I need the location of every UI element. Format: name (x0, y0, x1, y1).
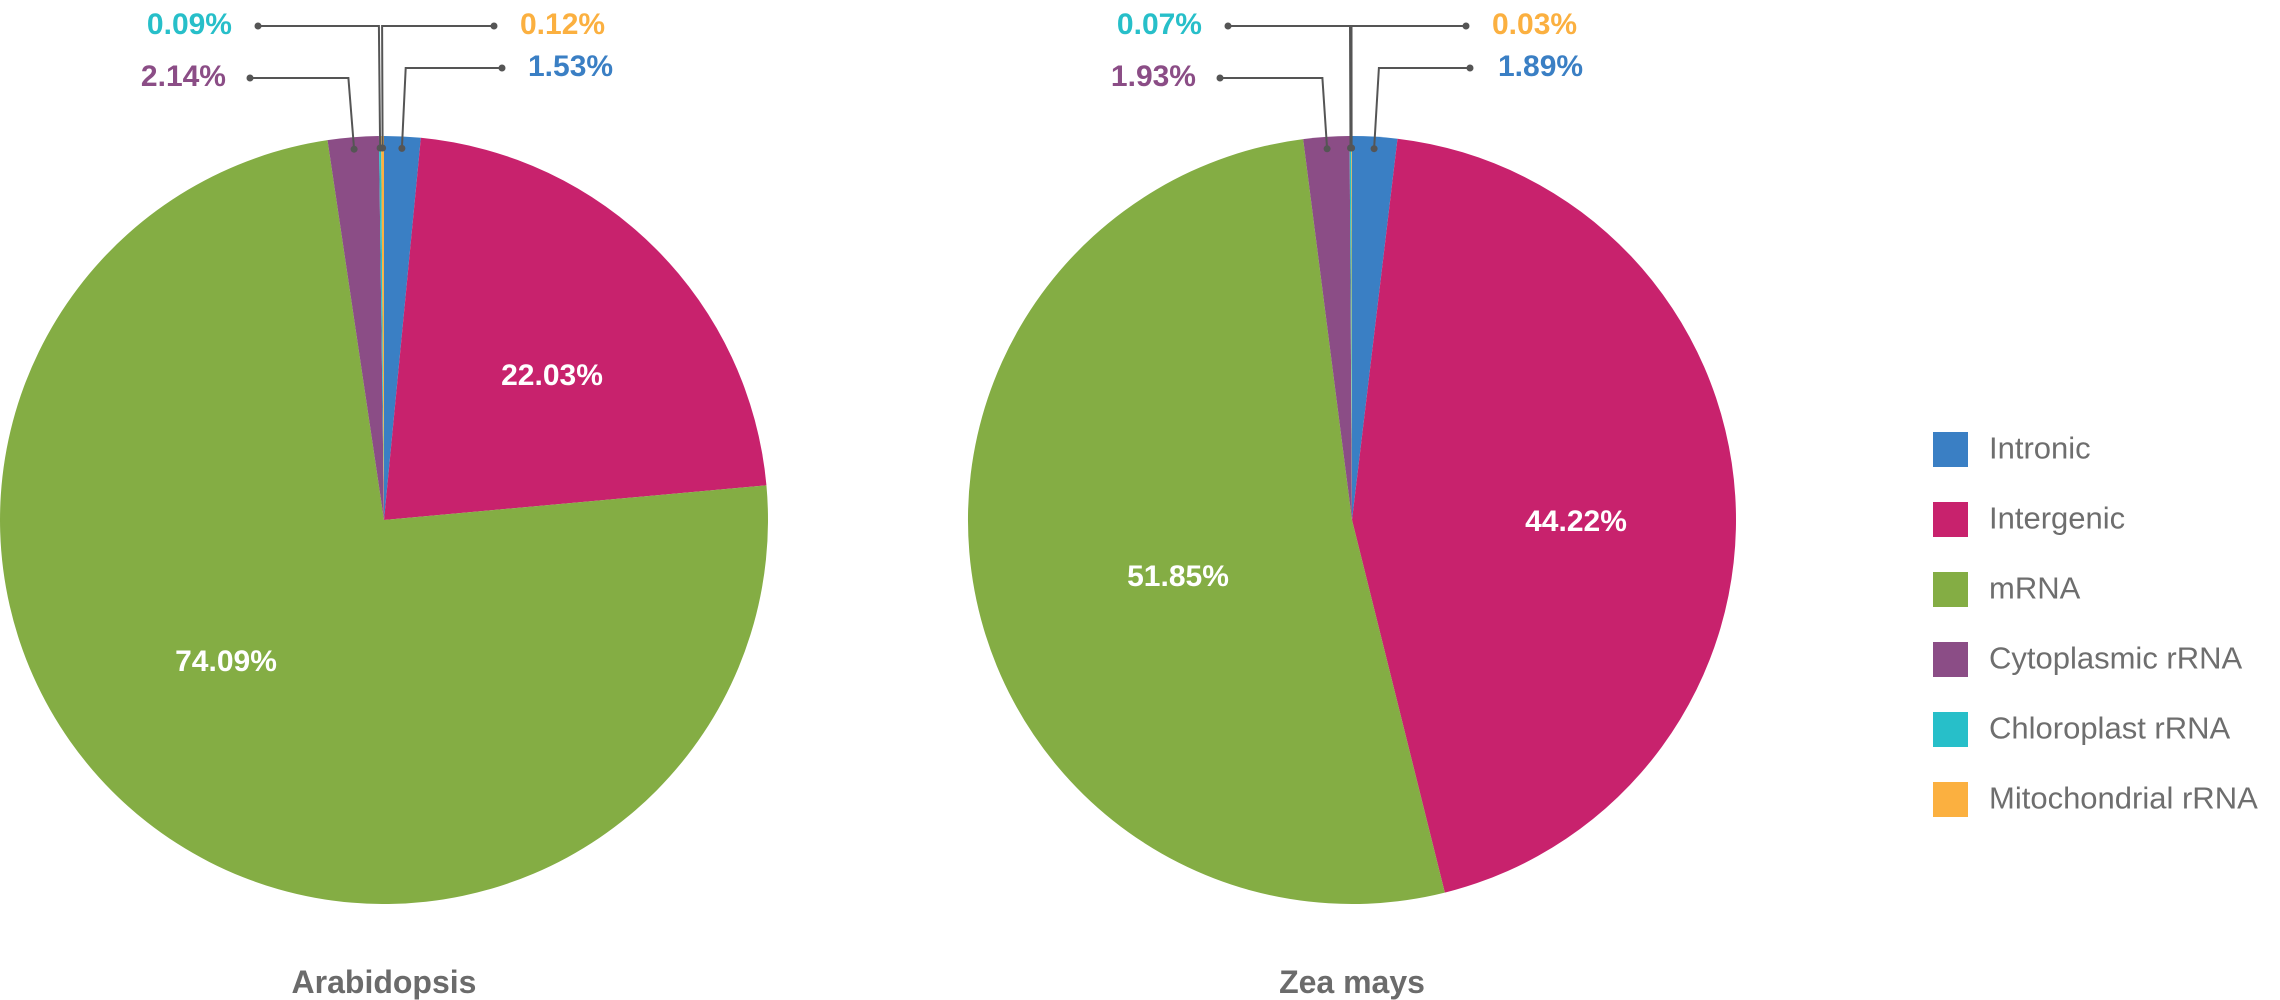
leader-dot-end-chloroplast-rrna (254, 22, 262, 30)
chart-title: Arabidopsis (292, 964, 477, 1000)
pie-slice-zea-mays-intergenic (1352, 138, 1737, 893)
leader-line-cytoplasmic-rrna (250, 77, 356, 150)
leader-dot-mitochondrial-rrna (379, 144, 387, 152)
pie-labels: 1.89% 44.22% 51.85% 1.93% 0.07% 0.03% (1111, 8, 1627, 593)
legend-label-mrna: mRNA (1989, 571, 2081, 606)
leader-dot-cytoplasmic-rrna (350, 145, 358, 153)
leader-dot-end-chloroplast-rrna (1224, 22, 1232, 30)
legend-item-intronic: Intronic (1933, 431, 2091, 467)
pie-slice-arabidopsis-intronic (384, 136, 421, 520)
legend-item-cytoplasmic-rrna: Cytoplasmic rRNA (1933, 641, 2243, 677)
leader-dot-end-cytoplasmic-rrna (1216, 74, 1224, 82)
data-label-mrna: 51.85% (1127, 560, 1229, 593)
pie-chart-arabidopsis: 1.53% 22.03% 74.09% 2.14% 0.09% 0.12% Arabidop… (0, 8, 769, 1000)
pie-slice-arabidopsis-intergenic (384, 137, 767, 520)
leader-dot-cytoplasmic-rrna (1323, 145, 1331, 153)
leader-line-cytoplasmic-rrna (1220, 77, 1329, 149)
pie-slice-arabidopsis-cytoplasmic-rrna (327, 136, 384, 520)
legend-item-chloroplast-rrna: Chloroplast rRNA (1933, 711, 2231, 747)
pie-chart-zea-mays: 1.89% 44.22% 51.85% 1.93% 0.07% 0.03% Zea mays (967, 8, 1737, 1000)
data-label-chloroplast-rrna: 0.09% (147, 8, 232, 41)
pie-slice-zea-mays-mrna (967, 139, 1445, 905)
leader-dot-end-cytoplasmic-rrna (246, 74, 254, 82)
leader-line-chloroplast-rrna (258, 25, 382, 149)
leader-line-chloroplast-rrna (1228, 25, 1352, 149)
legend-swatch-chloroplast-rrna (1933, 712, 1968, 747)
leader-line-intronic (400, 67, 502, 149)
legend-item-mrna: mRNA (1933, 571, 2081, 607)
legend-label-mitochondrial-rrna: Mitochondrial rRNA (1989, 781, 2258, 816)
legend-label-intronic: Intronic (1989, 431, 2091, 466)
legend: Intronic Intergenic mRNA Cytoplasmic rRNA Ch… (1933, 431, 2258, 817)
data-label-chloroplast-rrna: 0.07% (1117, 8, 1202, 41)
legend-label-chloroplast-rrna: Chloroplast rRNA (1989, 711, 2231, 746)
pie-slices (967, 135, 1737, 905)
data-label-intronic: 1.53% (528, 50, 613, 83)
pie-slice-arabidopsis-mrna (0, 140, 769, 905)
leader-line-mitochondrial-rrna (381, 25, 494, 149)
data-label-intergenic: 22.03% (501, 359, 603, 392)
leader-line-mitochondrial-rrna (1350, 25, 1466, 149)
leader-dot-end-intronic (1466, 64, 1474, 72)
legend-label-intergenic: Intergenic (1989, 501, 2125, 536)
chart-title: Zea mays (1279, 964, 1425, 1000)
legend-item-mitochondrial-rrna: Mitochondrial rRNA (1933, 781, 2258, 817)
legend-swatch-cytoplasmic-rrna (1933, 642, 1968, 677)
legend-item-intergenic: Intergenic (1933, 501, 2125, 537)
pie-slice-arabidopsis-mitochondrial-rrna (381, 135, 384, 520)
pie-slice-arabidopsis-chloroplast-rrna (378, 136, 384, 520)
data-label-cytoplasmic-rrna: 1.93% (1111, 60, 1196, 93)
pie-slice-zea-mays-mitochondrial-rrna (1351, 135, 1352, 520)
pie-slice-zea-mays-cytoplasmic-rrna (1303, 136, 1352, 520)
leader-dot-mitochondrial-rrna (1348, 144, 1356, 152)
legend-swatch-mrna (1933, 572, 1968, 607)
legend-label-cytoplasmic-rrna: Cytoplasmic rRNA (1989, 641, 2243, 676)
pie-slice-zea-mays-chloroplast-rrna (1349, 136, 1352, 520)
pie-slice-zea-mays-intronic (1352, 136, 1398, 520)
legend-swatch-intergenic (1933, 502, 1968, 537)
data-label-cytoplasmic-rrna: 2.14% (141, 60, 226, 93)
leader-dot-intronic (1370, 145, 1378, 153)
data-label-mrna: 74.09% (175, 645, 277, 678)
pie-labels: 1.53% 22.03% 74.09% 2.14% 0.09% 0.12% (141, 8, 613, 678)
leader-dot-end-mitochondrial-rrna (490, 22, 498, 30)
pie-slices (0, 135, 769, 905)
data-label-intergenic: 44.22% (1525, 505, 1627, 538)
data-label-intronic: 1.89% (1498, 50, 1583, 83)
data-label-mitochondrial-rrna: 0.12% (520, 8, 605, 41)
legend-swatch-mitochondrial-rrna (1933, 782, 1968, 817)
leader-dot-intronic (398, 144, 406, 152)
data-label-mitochondrial-rrna: 0.03% (1492, 8, 1577, 41)
legend-swatch-intronic (1933, 432, 1968, 467)
leader-dot-end-intronic (498, 64, 506, 72)
leader-dot-end-mitochondrial-rrna (1462, 22, 1470, 30)
leader-line-intronic (1373, 67, 1470, 149)
